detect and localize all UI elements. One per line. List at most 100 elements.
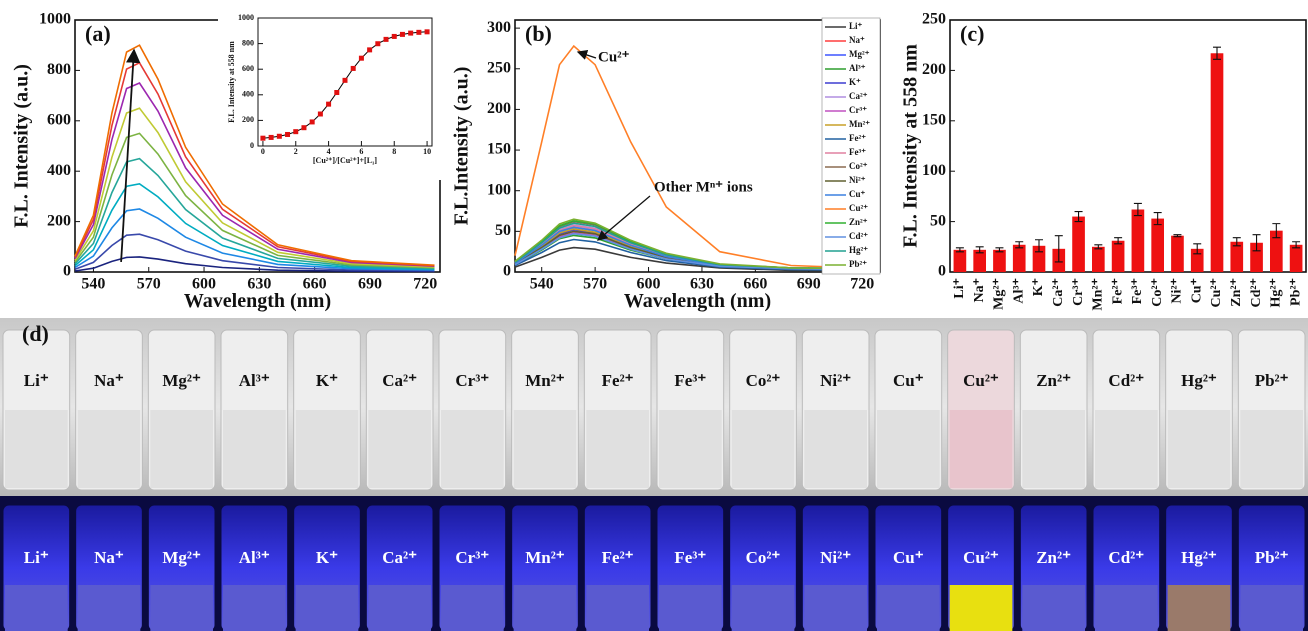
annotation-arrow (576, 49, 597, 60)
x-tick-label: 660 (303, 275, 327, 292)
y-tick-label: 0 (503, 263, 511, 280)
x-tick-label: K⁺ (1031, 278, 1046, 296)
data-point (367, 47, 373, 53)
vial-label-daylight: Mg²⁺ (162, 371, 201, 390)
vial-liquid-daylight (1167, 410, 1231, 488)
vial-label-daylight: Mn²⁺ (525, 371, 565, 390)
legend-label: Na⁺ (849, 35, 865, 45)
error-bar (1292, 241, 1301, 249)
annotation: Cu²⁺ (598, 49, 630, 65)
y-tick-label: 0 (250, 141, 254, 150)
error-bar (1153, 211, 1162, 226)
bar (1171, 235, 1184, 272)
y-axis-label: F.L. Intensity at 558 nm (227, 41, 236, 123)
vial-liquid-uv (223, 585, 286, 631)
vial-label-daylight: K⁺ (316, 371, 338, 390)
vial-liquid-uv (804, 585, 867, 631)
y-tick-label: 400 (47, 162, 71, 179)
x-tick-label: Co²⁺ (1150, 278, 1165, 307)
vial-liquid-daylight (5, 410, 68, 488)
vial-liquid-uv (1240, 585, 1303, 631)
error-bar (975, 246, 984, 254)
vial-liquid-uv (1095, 585, 1158, 631)
y-tick-label: 1000 (238, 13, 254, 22)
data-point (326, 101, 332, 107)
y-tick-label: 600 (47, 111, 71, 128)
error-bar (955, 247, 964, 253)
spectrum-line (74, 182, 435, 270)
legend-label: Co²⁺ (849, 161, 868, 171)
bar (973, 249, 986, 272)
vial-label-uv: Cu²⁺ (963, 548, 999, 567)
bar (1230, 241, 1244, 272)
data-point (399, 31, 405, 37)
data-point (408, 30, 414, 36)
vial-label-daylight: Ni²⁺ (820, 371, 851, 390)
x-tick-label: Cr³⁺ (1071, 278, 1086, 306)
error-bar (1232, 237, 1241, 247)
bar (1012, 244, 1026, 272)
bar (953, 249, 967, 272)
bar (1131, 209, 1145, 272)
legend-label: Ni²⁺ (849, 175, 866, 185)
vial-label-uv: Na⁺ (94, 548, 124, 567)
vial-liquid-daylight (223, 410, 286, 488)
vial-label-daylight: Zn²⁺ (1036, 371, 1071, 390)
x-tick-label: 4 (327, 147, 331, 156)
panel-label: (c) (960, 21, 984, 46)
legend-label: Ca²⁺ (849, 91, 868, 101)
spectrum-line (74, 82, 435, 267)
vial-label-daylight: Al³⁺ (239, 371, 270, 390)
x-tick-label: Na⁺ (972, 278, 987, 303)
y-tick-label: 250 (487, 59, 511, 76)
y-tick-label: 150 (922, 111, 946, 128)
x-tick-label: 690 (358, 275, 382, 292)
y-tick-label: 200 (487, 100, 511, 117)
x-tick-label: 660 (743, 275, 767, 292)
x-tick-label: Mg²⁺ (992, 278, 1007, 310)
data-point (285, 131, 291, 137)
vial-label-uv: Cd²⁺ (1108, 548, 1144, 567)
vial-liquid-daylight (659, 410, 722, 488)
data-point (383, 36, 389, 42)
x-tick-label: 540 (530, 275, 554, 292)
vial-liquid-uv (877, 585, 940, 631)
data-point (375, 41, 381, 47)
x-tick-label: 600 (637, 275, 661, 292)
bar (1151, 218, 1164, 272)
vial-liquid-daylight (77, 410, 141, 488)
vial-liquid-uv (441, 585, 504, 631)
y-tick-label: 50 (495, 222, 511, 239)
x-tick-label: Li⁺ (952, 278, 967, 299)
legend-label: Hg²⁺ (849, 245, 868, 255)
x-tick-label: 570 (137, 275, 161, 292)
data-point (424, 29, 430, 35)
bar (993, 249, 1006, 272)
vial-liquid-daylight (586, 410, 649, 488)
x-axis-label: [Cu²⁺]/[Cu²⁺]+[L₁] (313, 156, 378, 165)
vial-liquid-uv (586, 585, 649, 631)
vial-label-uv: Li⁺ (24, 548, 49, 567)
x-tick-label: 6 (359, 147, 363, 156)
y-tick-label: 300 (487, 19, 511, 36)
spectrum-line (514, 218, 881, 270)
x-tick-label: 570 (583, 275, 607, 292)
spectrum-line (74, 208, 435, 271)
x-axis-label: Wavelength (nm) (184, 290, 331, 312)
error-bar (1054, 235, 1063, 263)
vial-label-daylight: Co²⁺ (746, 371, 781, 390)
x-tick-label: 0 (261, 147, 265, 156)
bar (1092, 246, 1105, 272)
x-tick-label: Fe³⁺ (1130, 278, 1145, 304)
x-tick-label: 600 (192, 275, 216, 292)
y-tick-label: 150 (487, 141, 511, 158)
vial-liquid-uv (5, 585, 68, 631)
legend-label: Mn²⁺ (849, 119, 870, 129)
vial-liquid-uv (1167, 585, 1231, 631)
spectrum-line (74, 61, 435, 267)
legend-label: Cu²⁺ (849, 203, 868, 213)
vial-liquid-uv (731, 585, 795, 631)
error-bar (1035, 239, 1043, 253)
photo-top-background (0, 318, 1308, 496)
